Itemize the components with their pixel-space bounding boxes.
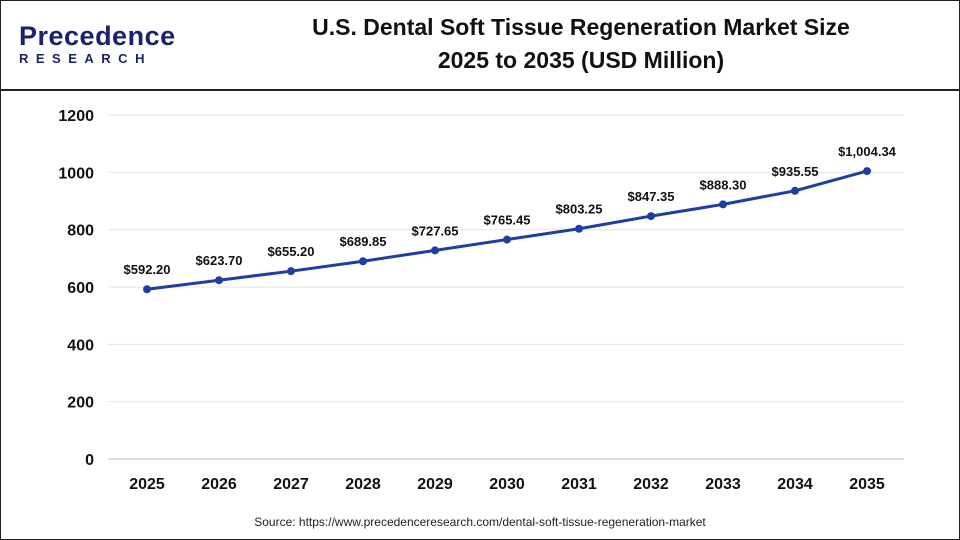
data-label: $689.85	[340, 234, 387, 249]
x-tick-label: 2032	[633, 476, 669, 493]
logo-text: Precedence	[19, 21, 176, 51]
y-tick-label: 600	[67, 280, 94, 297]
x-tick-label: 2027	[273, 476, 309, 493]
data-label: $655.20	[268, 244, 315, 259]
data-point	[431, 246, 439, 255]
data-point	[359, 257, 367, 266]
logo-subtext: RESEARCH	[19, 51, 152, 66]
data-label: $727.65	[412, 223, 459, 238]
x-tick-label: 2029	[417, 476, 453, 493]
y-tick-label: 1000	[58, 165, 94, 182]
x-tick-label: 2035	[849, 476, 885, 493]
data-point	[215, 276, 223, 285]
source-note: Source: https://www.precedenceresearch.c…	[254, 515, 706, 529]
line-chart: 0 200 400 600 800 1000 1200 2025 2026 2027 2028 202…	[58, 108, 904, 493]
data-label: $935.55	[772, 164, 819, 179]
x-tick-label: 2030	[489, 476, 525, 493]
y-tick-label: 0	[85, 452, 94, 469]
data-point	[287, 267, 295, 276]
x-tick-label: 2026	[201, 476, 237, 493]
y-tick-label: 400	[67, 337, 94, 354]
y-tick-label: 1200	[58, 108, 94, 125]
data-point	[503, 235, 511, 244]
x-tick-label: 2034	[777, 476, 813, 493]
x-tick-label: 2028	[345, 476, 381, 493]
data-point	[863, 167, 871, 176]
data-label: $623.70	[196, 253, 243, 268]
x-tick-label: 2025	[129, 476, 165, 493]
data-label: $592.20	[124, 262, 171, 277]
y-tick-label: 200	[67, 395, 94, 412]
x-tick-label: 2031	[561, 476, 597, 493]
data-label: $847.35	[628, 189, 675, 204]
data-point	[791, 186, 799, 195]
title-line-1: U.S. Dental Soft Tissue Regeneration Mar…	[312, 14, 850, 40]
chart-title: U.S. Dental Soft Tissue Regeneration Mar…	[251, 11, 911, 77]
data-point	[647, 212, 655, 221]
data-label: $888.30	[700, 177, 747, 192]
data-point	[575, 224, 583, 233]
y-tick-label: 800	[67, 223, 94, 240]
x-tick-label: 2033	[705, 476, 741, 493]
data-label: $1,004.34	[838, 144, 897, 159]
data-label: $765.45	[484, 213, 531, 228]
title-line-2: 2025 to 2035 (USD Million)	[437, 47, 725, 73]
header: Precedence RESEARCH U.S. Dental Soft Tis…	[1, 1, 959, 91]
precedence-research-logo: Precedence RESEARCH	[19, 21, 176, 67]
data-point	[719, 200, 727, 209]
data-label: $803.25	[556, 202, 603, 217]
data-point	[143, 285, 151, 294]
